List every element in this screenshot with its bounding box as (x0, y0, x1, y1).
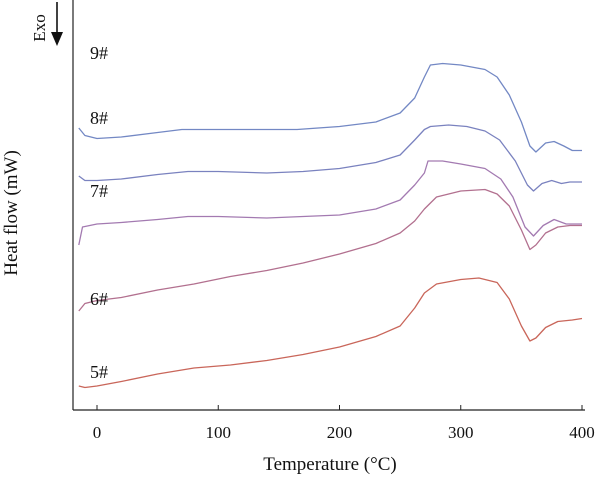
series-label-5: 5# (90, 362, 108, 382)
series-label-2: 8# (90, 108, 108, 128)
x-tick-label: 400 (569, 423, 595, 442)
exo-annotation: Exo (30, 2, 63, 46)
axes (72, 0, 585, 411)
x-tick-label: 100 (206, 423, 232, 442)
x-axis-title: Temperature (°C) (263, 454, 396, 475)
series-line-3 (78, 160, 582, 246)
exo-arrow-head-icon (51, 32, 63, 46)
series-line-5 (78, 277, 583, 389)
curves (78, 62, 583, 389)
x-tick-label: 200 (327, 423, 353, 442)
series-line-2 (78, 124, 582, 192)
series-line-1 (78, 62, 582, 153)
x-tick-label: 300 (448, 423, 474, 442)
series-label-4: 6# (90, 289, 108, 309)
x-ticks: 0 100 200 300 400 (93, 405, 595, 442)
exo-label: Exo (30, 14, 49, 41)
curve-labels: 9# 8# 7# 6# 5# (90, 43, 108, 382)
series-label-3: 7# (90, 181, 108, 201)
y-axis-title: Heat flow (mW) (1, 150, 22, 276)
series-line-4 (78, 188, 582, 312)
series-label-1: 9# (90, 43, 108, 63)
x-tick-label: 0 (93, 423, 102, 442)
